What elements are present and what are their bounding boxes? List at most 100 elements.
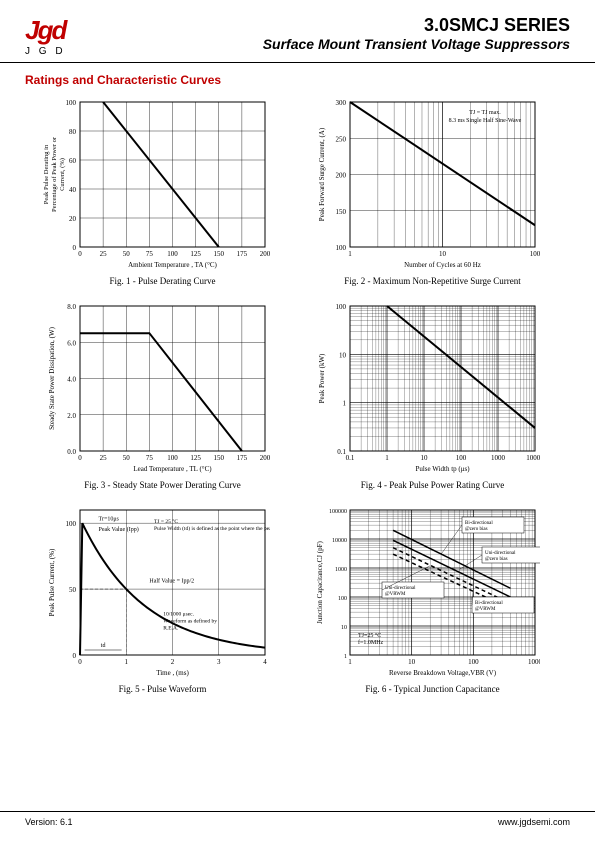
svg-text:100: 100 [468,658,479,666]
svg-text:60: 60 [69,157,77,165]
svg-text:100: 100 [336,244,347,252]
svg-text:25: 25 [100,454,108,462]
fig6-caption: Fig. 6 - Typical Junction Capacitance [310,684,555,694]
svg-text:10: 10 [408,658,416,666]
charts-grid: 0255075100125150175200020406080100Ambien… [0,87,595,704]
svg-text:10: 10 [421,454,429,462]
svg-text:100: 100 [167,454,178,462]
header: Jgd J G D 3.0SMCJ SERIES Surface Mount T… [0,0,595,63]
fig6: 1101001000110100100010000100000Bi-direct… [310,505,555,694]
svg-text:100: 100 [336,303,347,311]
svg-text:0: 0 [73,652,77,660]
logo-mark: Jgd [25,15,65,46]
svg-text:300: 300 [336,99,347,107]
svg-text:0: 0 [73,244,77,252]
subtitle: Surface Mount Transient Voltage Suppress… [263,36,570,52]
svg-text:175: 175 [237,454,248,462]
svg-text:0.1: 0.1 [346,454,355,462]
svg-text:8.3 ms Single Half Sine-Wave: 8.3 ms Single Half Sine-Wave [449,117,522,124]
svg-text:TJ = 25 °CPulse Width (td) is: TJ = 25 °CPulse Width (td) is defined as… [154,518,270,532]
svg-text:0.1: 0.1 [337,448,346,456]
svg-text:TJ=25 °C: TJ=25 °C [358,632,381,639]
svg-text:150: 150 [214,454,225,462]
svg-text:50: 50 [69,586,77,594]
svg-text:125: 125 [190,250,201,258]
svg-text:75: 75 [146,454,154,462]
svg-text:2: 2 [171,658,175,666]
svg-text:50: 50 [123,454,131,462]
svg-text:1: 1 [344,654,347,660]
svg-text:1: 1 [343,400,347,408]
svg-text:100: 100 [456,454,467,462]
svg-text:200: 200 [336,172,347,180]
fig1: 0255075100125150175200020406080100Ambien… [40,97,285,286]
svg-text:4.0: 4.0 [67,376,76,384]
title-block: 3.0SMCJ SERIES Surface Mount Transient V… [263,15,570,52]
svg-text:100: 100 [338,596,347,602]
svg-text:10000: 10000 [526,454,540,462]
svg-text:125: 125 [190,454,201,462]
svg-text:150: 150 [336,208,347,216]
svg-text:Peak Pulse Derating inPercenta: Peak Pulse Derating inPercentage of Peak… [43,136,66,212]
svg-text:175: 175 [237,250,248,258]
svg-text:1000: 1000 [335,567,347,573]
svg-text:Peak Value (Ipp): Peak Value (Ipp) [99,526,139,533]
svg-text:4: 4 [263,658,267,666]
svg-text:100: 100 [530,250,540,258]
svg-text:40: 40 [69,186,77,194]
series-title: 3.0SMCJ SERIES [263,15,570,36]
svg-text:2.0: 2.0 [67,412,76,420]
svg-text:100: 100 [167,250,178,258]
svg-text:0: 0 [78,250,82,258]
svg-text:25: 25 [100,250,108,258]
svg-text:Reverse Breakdown Voltage,VBR: Reverse Breakdown Voltage,VBR (V) [389,669,497,677]
svg-text:250: 250 [336,135,347,143]
svg-text:1: 1 [348,658,352,666]
svg-text:50: 50 [123,250,131,258]
svg-text:Time , (ms): Time , (ms) [156,669,189,677]
svg-text:1000: 1000 [491,454,506,462]
svg-text:8.0: 8.0 [67,303,76,311]
svg-text:Peak Pulse Current, (%): Peak Pulse Current, (%) [48,548,56,616]
fig2-caption: Fig. 2 - Maximum Non-Repetitive Surge Cu… [310,276,555,286]
svg-text:100: 100 [66,99,77,107]
svg-text:10: 10 [339,351,347,359]
svg-text:100000: 100000 [329,509,347,515]
svg-text:1000: 1000 [528,658,540,666]
version-label: Version: 6.1 [25,817,73,827]
fig2: 110100100150200250300TJ = TJ max.8.3 ms … [310,97,555,286]
svg-text:75: 75 [146,250,154,258]
svg-text:150: 150 [214,250,225,258]
fig5: 01234050100tdTr=10μsPeak Value (Ipp)TJ =… [40,505,285,694]
svg-text:Tr=10μs: Tr=10μs [99,517,120,523]
svg-text:Half Value = Ipp/2: Half Value = Ipp/2 [149,578,194,585]
svg-text:Steady State Power Dissipation: Steady State Power Dissipation, (W) [48,326,56,430]
svg-text:1: 1 [385,454,389,462]
svg-text:3: 3 [217,658,221,666]
svg-text:0.0: 0.0 [67,448,76,456]
svg-text:200: 200 [260,454,270,462]
svg-text:Ambient Temperature , TA (°C): Ambient Temperature , TA (°C) [128,261,217,269]
svg-text:200: 200 [260,250,270,258]
svg-text:80: 80 [69,128,77,136]
svg-text:1: 1 [348,250,352,258]
logo: Jgd J G D [25,15,66,57]
svg-text:TJ = TJ max.: TJ = TJ max. [469,110,501,116]
svg-text:0: 0 [78,658,82,666]
section-title: Ratings and Characteristic Curves [0,63,595,87]
fig3: 0 25 50 75 100 125 150 175 200 0.0 2.0 4.0 6.0 8.0 Lea… [40,301,285,490]
svg-text:0: 0 [78,454,82,462]
svg-text:10/1000 μsec.Waveform as defin: 10/1000 μsec.Waveform as defined byR.E.A… [163,611,217,631]
svg-text:100: 100 [66,520,77,528]
logo-sub: J G D [25,46,66,57]
svg-text:Junction Capacitance,CJ (pF): Junction Capacitance,CJ (pF) [316,541,324,624]
svg-text:Pulse Width tp (μs): Pulse Width tp (μs) [415,465,470,473]
svg-text:6.0: 6.0 [67,339,76,347]
fig1-caption: Fig. 1 - Pulse Derating Curve [40,276,285,286]
fig4-caption: Fig. 4 - Peak Pulse Power Rating Curve [310,480,555,490]
svg-text:Peak Power (kW): Peak Power (kW) [318,353,326,403]
svg-text:10000: 10000 [332,538,347,544]
fig4: 0.1 1 10 100 1000 10000 0.1 1 10 100 Pulse Width t… [310,301,555,490]
svg-text:Lead Temperature , TL (°C): Lead Temperature , TL (°C) [133,465,212,473]
fig3-caption: Fig. 3 - Steady State Power Derating Cur… [40,480,285,490]
